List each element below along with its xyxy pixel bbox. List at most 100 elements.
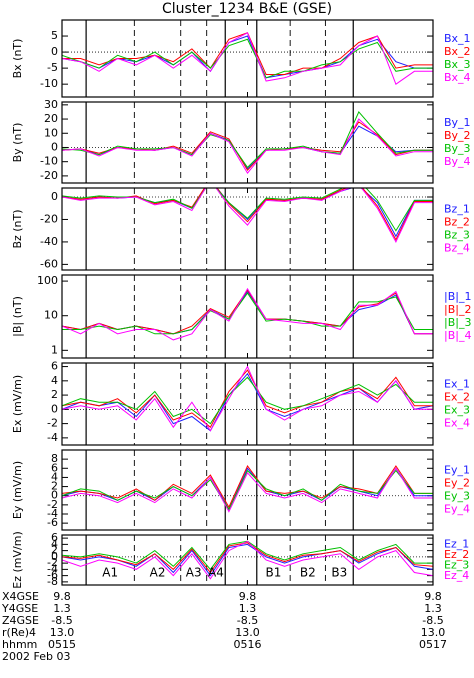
series-line bbox=[62, 287, 433, 341]
legend-entry: By_4 bbox=[444, 155, 471, 168]
y-axis-label: |B| (nT) bbox=[11, 296, 24, 337]
y-tick-label: -6 bbox=[47, 516, 58, 529]
legend-entry: Ey_1 bbox=[444, 464, 470, 477]
y-tick-label: -20 bbox=[40, 169, 58, 182]
legend-entry: Bz_2 bbox=[444, 216, 470, 229]
y-tick-label: 4 bbox=[51, 470, 58, 483]
ephemeris-value: -8.5 bbox=[237, 614, 258, 627]
y-tick-label: 4 bbox=[51, 374, 58, 387]
y-tick-label: 10 bbox=[44, 126, 58, 139]
legend-entry: Bx_3 bbox=[444, 58, 471, 71]
y-tick-label: 2 bbox=[51, 480, 58, 493]
legend-entry: |B|_1 bbox=[444, 290, 471, 303]
y-tick-label: -2 bbox=[47, 556, 58, 569]
panel-frame bbox=[61, 101, 434, 184]
series-line bbox=[62, 469, 433, 511]
series-line bbox=[62, 38, 433, 79]
time-label: hhmm bbox=[2, 638, 37, 651]
ephemeris-value: 9.8 bbox=[53, 590, 71, 603]
series-line bbox=[62, 32, 433, 85]
ephemeris-label: X4GSE bbox=[2, 590, 39, 603]
y-tick-label: -10 bbox=[40, 77, 58, 90]
legend-entry: |B|_2 bbox=[444, 303, 471, 316]
ephemeris-value: -8.5 bbox=[422, 614, 443, 627]
y-tick-label: 6 bbox=[51, 360, 58, 373]
y-tick-label: 6 bbox=[51, 531, 58, 544]
y-tick-label: 0 bbox=[51, 140, 58, 153]
y-tick-label: -2 bbox=[47, 417, 58, 430]
panel-frame bbox=[61, 449, 434, 531]
legend-entry: Bx_1 bbox=[444, 32, 471, 45]
interval-label: A2 bbox=[150, 566, 166, 580]
legend-entry: Bz_1 bbox=[444, 203, 470, 216]
y-tick-label: -4 bbox=[47, 562, 58, 575]
ephemeris-value: 9.8 bbox=[239, 590, 257, 603]
ephemeris-label: r(Re)4 bbox=[2, 626, 36, 639]
y-tick-label: 2 bbox=[51, 388, 58, 401]
panel-frame bbox=[61, 362, 434, 446]
ephemeris-value: 9.8 bbox=[424, 590, 442, 603]
series-line bbox=[62, 289, 433, 335]
ephemeris-value: 13.0 bbox=[50, 626, 75, 639]
legend-entry: Ez_3 bbox=[444, 558, 469, 571]
legend-entry: |B|_4 bbox=[444, 329, 471, 342]
series-line bbox=[62, 35, 433, 79]
series-line bbox=[62, 365, 433, 432]
legend-entry: Bz_4 bbox=[444, 242, 470, 255]
x-tick-label: 0516 bbox=[234, 638, 262, 651]
y-axis-label: Bx (nT) bbox=[11, 39, 24, 79]
series-line bbox=[62, 118, 433, 174]
legend-entry: Ey_3 bbox=[444, 490, 470, 503]
series-line bbox=[62, 188, 433, 232]
y-tick-label: 20 bbox=[44, 112, 58, 125]
y-tick-label: -10 bbox=[40, 155, 58, 168]
series-line bbox=[62, 372, 433, 432]
x-tick-label: 0517 bbox=[419, 638, 447, 651]
y-tick-label: -4 bbox=[47, 507, 58, 520]
date: 2002 Feb 03 bbox=[2, 650, 70, 663]
series-line bbox=[62, 540, 433, 580]
y-tick-label: -4 bbox=[47, 431, 58, 444]
interval-label: B1 bbox=[266, 566, 282, 580]
series-line bbox=[62, 110, 433, 169]
legend-entry: By_1 bbox=[444, 116, 471, 129]
ephemeris-value: 13.0 bbox=[235, 626, 260, 639]
interval-label: A3 bbox=[186, 566, 202, 580]
y-tick-label: -6 bbox=[47, 569, 58, 582]
y-axis-label: By (nT) bbox=[11, 123, 24, 163]
legend-entry: |B|_3 bbox=[444, 316, 471, 329]
panel-frame bbox=[61, 274, 434, 359]
y-tick-label: 4 bbox=[51, 537, 58, 550]
y-axis-label: Ez (mV/m) bbox=[11, 531, 24, 588]
legend-entry: Ex_3 bbox=[444, 404, 470, 417]
legend-entry: Ey_2 bbox=[444, 477, 470, 490]
y-tick-label: -40 bbox=[40, 235, 58, 248]
y-tick-label: 5 bbox=[51, 29, 58, 42]
y-axis-label: Bz (nT) bbox=[11, 209, 24, 248]
series-line bbox=[62, 465, 433, 509]
y-tick-label: 100 bbox=[37, 274, 58, 287]
interval-label: B3 bbox=[331, 566, 347, 580]
y-tick-label: 0 bbox=[51, 550, 58, 563]
y-tick-label: 1 bbox=[51, 343, 58, 356]
legend-entry: Ez_4 bbox=[444, 569, 469, 582]
ephemeris-value: 1.3 bbox=[53, 602, 71, 615]
ephemeris-value: 1.3 bbox=[239, 602, 257, 615]
y-axis-label: Ey (mV/m) bbox=[11, 461, 24, 519]
ephemeris-value: 1.3 bbox=[424, 602, 442, 615]
y-tick-label: -2 bbox=[47, 498, 58, 511]
y-tick-label: -8 bbox=[47, 575, 58, 588]
legend-entry: Bx_4 bbox=[444, 71, 471, 84]
y-tick-label: 30 bbox=[44, 98, 58, 111]
x-tick-label: 0515 bbox=[48, 638, 76, 651]
y-tick-label: 0 bbox=[51, 190, 58, 203]
panel-frame bbox=[61, 187, 434, 271]
interval-label: B2 bbox=[300, 566, 316, 580]
legend-entry: Ez_2 bbox=[444, 548, 469, 561]
ephemeris-value: 13.0 bbox=[421, 626, 446, 639]
legend-entry: Ex_1 bbox=[444, 378, 470, 391]
y-tick-label: 2 bbox=[51, 544, 58, 557]
panel-frame bbox=[61, 19, 434, 98]
ephemeris-label: Z4GSE bbox=[2, 614, 39, 627]
